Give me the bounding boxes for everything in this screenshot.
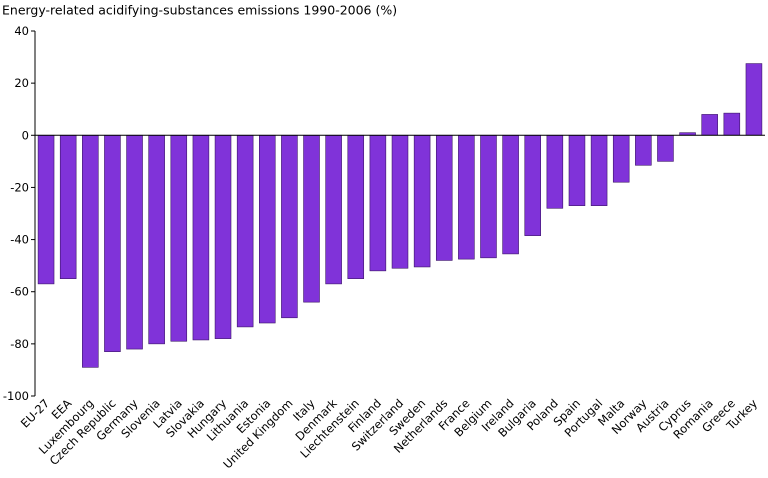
bar [480,134,497,259]
bar [458,134,475,260]
bar [657,134,674,162]
y-tick-label: -100 [3,389,29,403]
bar [546,134,564,209]
bar [369,134,387,272]
bar [391,134,409,269]
bar [347,134,365,279]
bar [635,134,652,166]
bar [170,134,188,342]
bar [37,134,55,285]
bar [259,134,276,324]
y-tick-label: 0 [22,128,29,142]
bar [281,134,298,319]
bar [568,134,586,206]
bar [524,134,541,236]
y-tick-label: -20 [10,180,29,194]
bar [148,134,165,345]
bar [192,134,210,341]
bar [590,134,608,206]
bar [413,134,431,268]
bar [325,134,342,285]
bar [435,134,453,261]
bar [701,114,718,136]
bar [59,134,77,279]
y-tick-label: -60 [10,285,29,299]
bar [214,134,232,339]
y-tick-label: -40 [10,233,29,247]
bar [82,134,99,368]
y-tick-label: 40 [14,24,29,38]
y-tick-label: -80 [10,337,29,351]
bar [104,134,121,352]
bar [502,134,519,255]
bar [723,112,741,136]
bar [303,134,320,303]
bar [126,134,143,350]
y-tick-label: 20 [14,76,29,90]
bar [745,63,763,136]
bar [236,134,254,328]
bar [612,134,630,183]
chart-title: Energy-related acidifying-substances emi… [2,3,397,18]
